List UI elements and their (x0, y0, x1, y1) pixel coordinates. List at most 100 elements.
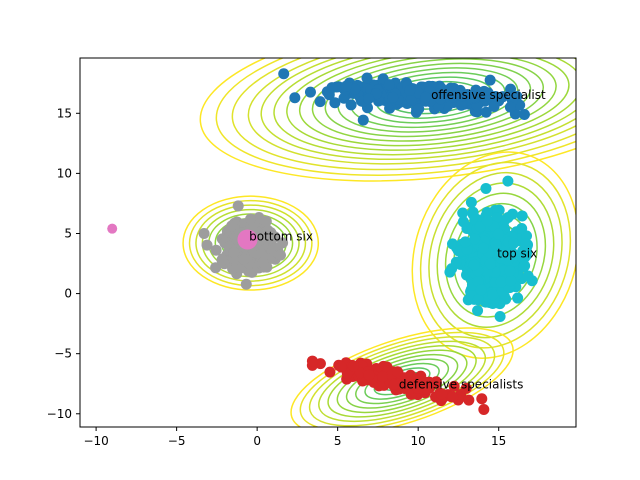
contour-level (273, 58, 576, 156)
data-point (497, 91, 509, 103)
data-point (326, 82, 338, 94)
x-axis: −10 −5 0 5 10 15 (83, 427, 506, 448)
data-point (468, 91, 480, 103)
data-point (254, 235, 266, 247)
data-point (441, 100, 453, 112)
data-point (335, 361, 347, 373)
data-point (476, 393, 488, 405)
y-axis: −10 −5 0 5 10 15 (47, 106, 80, 421)
cluster-label: offensive specialist (431, 88, 546, 102)
data-point (240, 278, 252, 290)
data-point (444, 266, 456, 278)
y-tick-label: −10 (47, 407, 72, 421)
contour-level (436, 182, 555, 329)
y-tick-label: −5 (54, 347, 72, 361)
data-point (505, 275, 517, 287)
data-point (516, 210, 528, 222)
data-point (436, 388, 448, 400)
data-point (472, 305, 484, 317)
x-tick-label: −5 (168, 434, 186, 448)
data-point (494, 310, 506, 322)
x-tick-label: 5 (334, 434, 342, 448)
data-point (504, 265, 516, 277)
data-point (480, 182, 492, 194)
data-point (314, 96, 326, 108)
data-point (491, 211, 503, 223)
plot-frame (79, 57, 577, 428)
contour-level (247, 58, 576, 165)
data-point (329, 97, 341, 109)
cluster-label: bottom six (249, 230, 313, 244)
data-point (519, 260, 531, 272)
contour-level (324, 58, 545, 138)
data-point (484, 258, 496, 270)
data-point (404, 84, 416, 96)
contour-level (260, 58, 576, 161)
x-tick-label: −10 (83, 434, 108, 448)
data-point (492, 228, 504, 240)
y-tick-label: 10 (57, 166, 72, 180)
data-point (508, 237, 520, 249)
data-point (361, 72, 373, 84)
data-point (340, 80, 352, 92)
data-point (349, 83, 361, 95)
contour-level (311, 58, 557, 142)
data-point (357, 114, 369, 126)
data-point (447, 391, 459, 403)
data-point (391, 366, 403, 378)
data-point (481, 215, 493, 227)
data-point (198, 228, 210, 240)
contour-level (428, 171, 563, 339)
y-tick-label: 5 (64, 226, 72, 240)
data-point (238, 254, 250, 266)
data-point (376, 371, 388, 383)
cluster-label: top six (497, 247, 537, 261)
contour-level (336, 349, 468, 414)
data-point (228, 247, 240, 259)
contour-level (419, 161, 572, 349)
data-point (306, 355, 318, 367)
data-point (413, 103, 425, 115)
data-point (423, 376, 435, 388)
data-point (434, 93, 446, 105)
contour-level (286, 58, 576, 151)
data-point (481, 206, 493, 218)
data-point (518, 108, 530, 120)
data-point (465, 196, 477, 208)
data-point (232, 200, 244, 212)
data-point (363, 93, 375, 105)
x-tick-label: 15 (491, 434, 506, 448)
data-point (455, 99, 467, 111)
data-point (504, 101, 516, 113)
data-point (475, 284, 487, 296)
scatter-points (107, 68, 538, 416)
data-point (210, 262, 222, 274)
data-point (520, 238, 532, 250)
data-point (495, 276, 507, 288)
data-point (488, 101, 500, 113)
data-point (505, 83, 517, 95)
contour-level (308, 336, 496, 427)
data-point (450, 256, 462, 268)
data-point (502, 175, 514, 187)
data-point (201, 239, 213, 251)
contour-level (318, 340, 487, 423)
contour-level (199, 58, 576, 182)
data-point (412, 383, 424, 395)
contour-level (337, 62, 532, 133)
data-point (490, 239, 502, 251)
cluster-label: defensive specialists (399, 378, 524, 392)
data-point (226, 220, 238, 232)
data-point (388, 378, 400, 390)
contour-level (231, 58, 576, 171)
outlier-point (237, 229, 258, 250)
contour-level (327, 345, 477, 418)
data-point (459, 236, 471, 248)
data-point (324, 366, 336, 378)
data-point (210, 244, 222, 256)
y-tick-label: 15 (57, 106, 72, 120)
data-point (363, 369, 375, 381)
data-point (482, 87, 494, 99)
cluster-labels: offensive specialist bottom six top six def… (249, 88, 546, 392)
